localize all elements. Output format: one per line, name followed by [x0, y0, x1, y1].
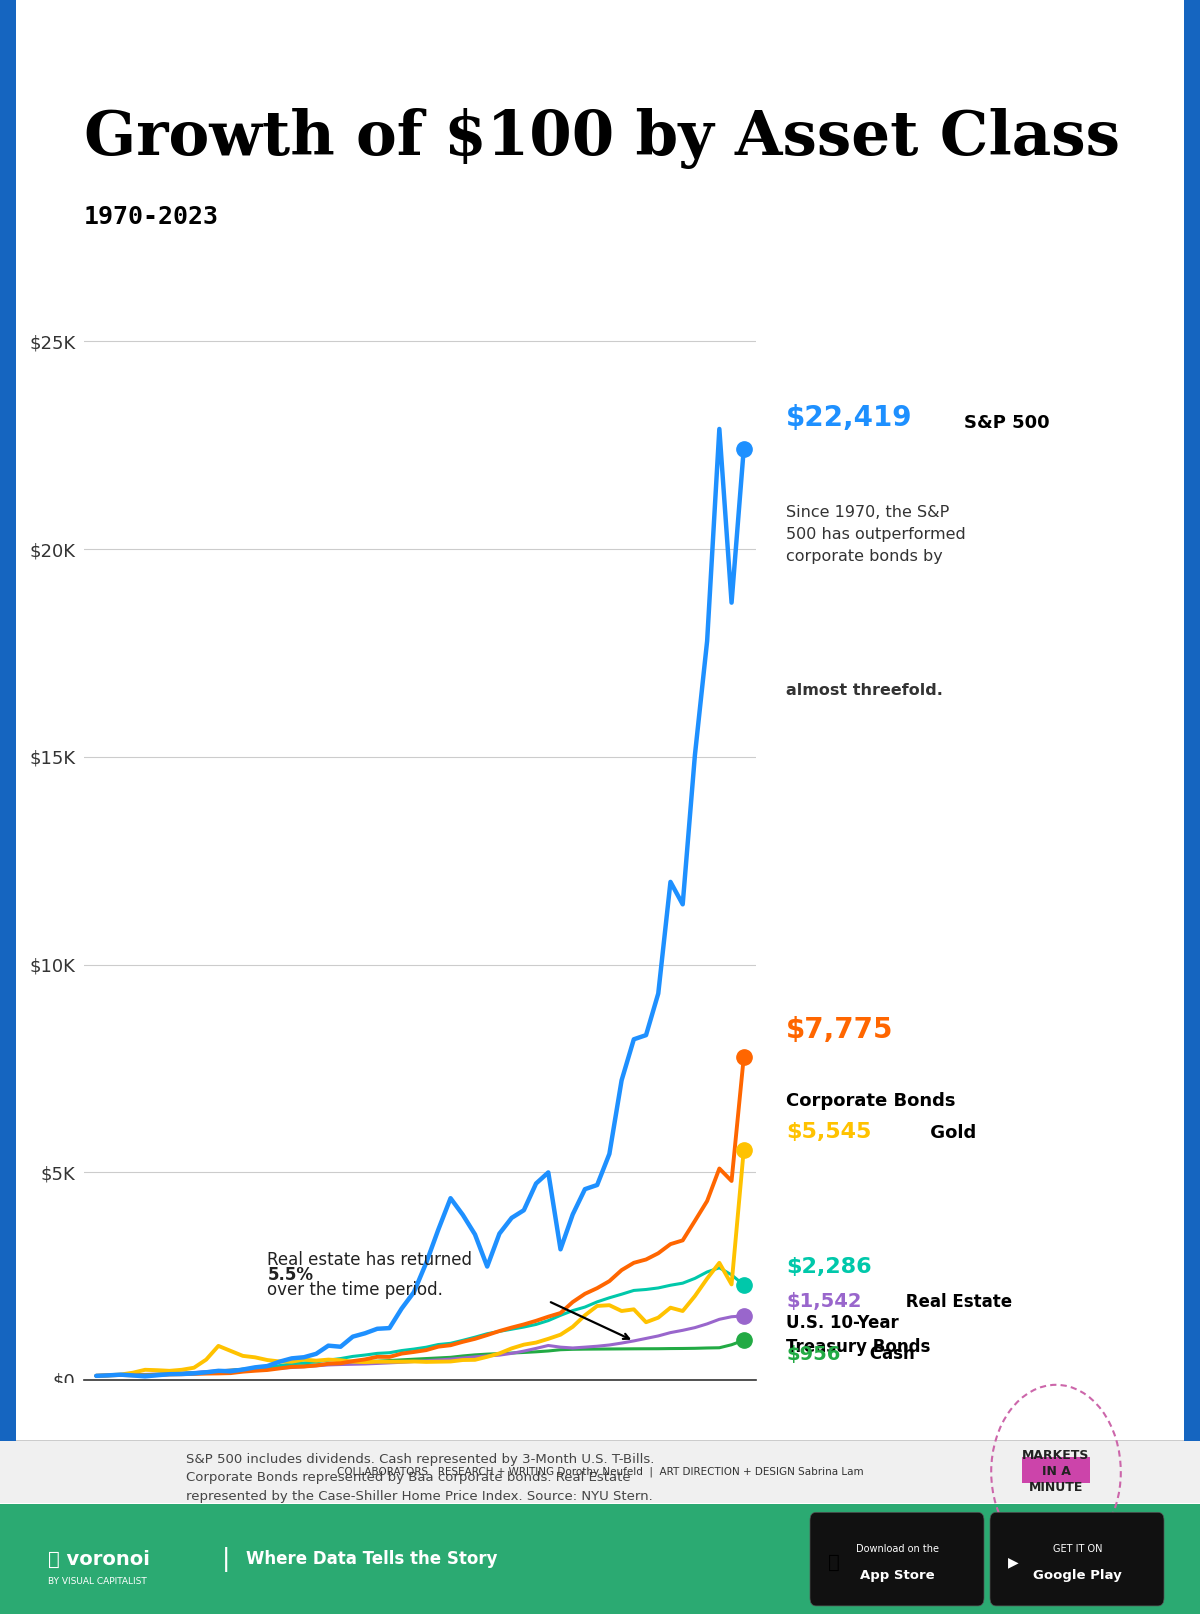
Text: Gold: Gold — [924, 1123, 977, 1141]
Text: $22,419: $22,419 — [786, 405, 912, 433]
Text: $7,775: $7,775 — [786, 1017, 894, 1044]
Text: BY VISUAL CAPITALIST: BY VISUAL CAPITALIST — [48, 1577, 146, 1587]
Text: 🔺 voronoi: 🔺 voronoi — [48, 1549, 150, 1569]
Text: Real Estate: Real Estate — [900, 1293, 1012, 1311]
Text: $1,542: $1,542 — [786, 1293, 862, 1311]
Text: Google Play: Google Play — [1033, 1569, 1122, 1582]
Text: $2,286: $2,286 — [786, 1257, 871, 1277]
Text: $956: $956 — [786, 1344, 840, 1364]
Text: S&P 500: S&P 500 — [964, 415, 1049, 433]
Text: COLLABORATORS   RESEARCH + WRITING Dorothy Neufeld  |  ART DIRECTION + DESIGN Sa: COLLABORATORS RESEARCH + WRITING Dorothy… — [337, 1467, 863, 1477]
Text: App Store: App Store — [860, 1569, 935, 1582]
Text: over the time period.: over the time period. — [268, 1282, 443, 1299]
Text: Corporate Bonds: Corporate Bonds — [786, 1093, 955, 1110]
Text: |: | — [222, 1546, 230, 1572]
Text: Download on the: Download on the — [856, 1545, 940, 1554]
Text: U.S. 10-Year
Treasury Bonds: U.S. 10-Year Treasury Bonds — [786, 1314, 930, 1356]
Text: Since 1970, the S&P
500 has outperformed
corporate bonds by: Since 1970, the S&P 500 has outperformed… — [786, 505, 966, 565]
Text: 1970-2023: 1970-2023 — [84, 205, 220, 229]
Text: 🍎: 🍎 — [828, 1553, 840, 1572]
Text: GET IT ON: GET IT ON — [1052, 1545, 1103, 1554]
Text: S&P 500 includes dividends. Cash represented by 3-Month U.S. T-Bills.
Corporate : S&P 500 includes dividends. Cash represe… — [186, 1453, 654, 1503]
Text: $5,545: $5,545 — [786, 1122, 871, 1141]
Text: 5.5%: 5.5% — [268, 1265, 313, 1283]
Text: Growth of $100 by Asset Class: Growth of $100 by Asset Class — [84, 108, 1120, 169]
Text: Where Data Tells the Story: Where Data Tells the Story — [246, 1549, 498, 1569]
Text: almost threefold.: almost threefold. — [786, 683, 943, 697]
Text: MARKETS
IN A
MINUTE: MARKETS IN A MINUTE — [1022, 1449, 1090, 1495]
Text: Cash: Cash — [864, 1344, 914, 1364]
Text: ▶: ▶ — [1008, 1556, 1019, 1569]
Text: Real estate has returned: Real estate has returned — [268, 1251, 473, 1269]
